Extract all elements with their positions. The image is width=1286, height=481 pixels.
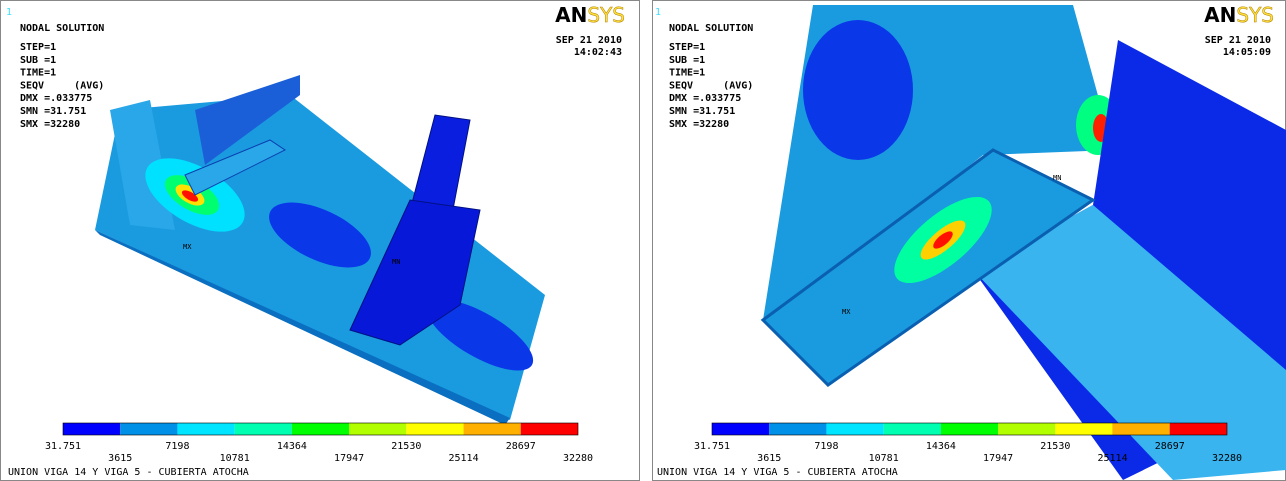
legend-swatch: [464, 423, 521, 435]
info-line: DMX =.033775: [669, 93, 741, 104]
legend-swatch: [769, 423, 826, 435]
legend-label: 25114: [1098, 453, 1128, 464]
corner-mark: 1: [655, 7, 661, 18]
legend-swatch: [521, 423, 578, 435]
date: SEP 21 2010: [556, 35, 622, 46]
info-line: TIME=1: [669, 68, 705, 79]
logo-light: SYS: [587, 3, 625, 27]
legend-label: 7198: [814, 441, 838, 452]
info-line: DMX =.033775: [20, 93, 92, 104]
legend-label: 7198: [165, 441, 189, 452]
date: SEP 21 2010: [1205, 35, 1271, 46]
legend-label: 32280: [563, 453, 593, 464]
model-label: MN: [392, 258, 400, 266]
model-label: MX: [842, 308, 851, 316]
legend-label: 10781: [220, 453, 250, 464]
info-line: SUB =1: [669, 55, 705, 66]
model-label: MX: [183, 243, 192, 251]
legend-swatch: [998, 423, 1055, 435]
legend-swatch: [826, 423, 883, 435]
logo: ANSYS: [1204, 3, 1274, 27]
legend-label: 21530: [391, 441, 421, 452]
legend-swatch: [292, 423, 349, 435]
legend-label: 28697: [1155, 441, 1185, 452]
legend-label: 21530: [1040, 441, 1070, 452]
legend-label: 3615: [108, 453, 132, 464]
logo-bold: AN: [1204, 3, 1236, 27]
result-title: NODAL SOLUTION: [669, 23, 753, 34]
legend-label: 14364: [926, 441, 956, 452]
model-label: MN: [1053, 174, 1061, 182]
legend-swatch: [1055, 423, 1112, 435]
logo: ANSYS: [555, 3, 625, 27]
legend-label: 32280: [1212, 453, 1242, 464]
legend-swatch: [941, 423, 998, 435]
logo-light: SYS: [1236, 3, 1274, 27]
legend-swatch: [884, 423, 941, 435]
info-line: SMN =31.751: [20, 106, 86, 117]
legend-swatch: [177, 423, 234, 435]
legend-label: 31.751: [694, 441, 730, 452]
info-line: TIME=1: [20, 68, 56, 79]
info-line: SMX =32280: [20, 119, 80, 130]
legend-label: 17947: [334, 453, 364, 464]
logo-bold: AN: [555, 3, 587, 27]
caption: UNION VIGA 14 Y VIGA 5 - CUBIERTA ATOCHA: [657, 467, 898, 478]
legend-swatch: [406, 423, 463, 435]
time: 14:02:43: [574, 47, 622, 58]
legend-swatch: [235, 423, 292, 435]
legend-label: 25114: [449, 453, 479, 464]
info-line: STEP=1: [20, 42, 56, 53]
corner-mark: 1: [6, 7, 12, 18]
time: 14:05:09: [1223, 47, 1271, 58]
info-line: SEQV (AVG): [20, 80, 104, 91]
info-line: SUB =1: [20, 55, 56, 66]
legend-swatch: [349, 423, 406, 435]
legend-label: 3615: [757, 453, 781, 464]
info-line: STEP=1: [669, 42, 705, 53]
info-line: SEQV (AVG): [669, 80, 753, 91]
result-title: NODAL SOLUTION: [20, 23, 104, 34]
legend-label: 17947: [983, 453, 1013, 464]
legend-swatch: [1113, 423, 1170, 435]
legend-swatch: [1170, 423, 1227, 435]
legend-label: 28697: [506, 441, 536, 452]
screenshot: 1NODAL SOLUTIONSTEP=1SUB =1TIME=1SEQV (A…: [0, 0, 1286, 481]
legend-swatch: [712, 423, 769, 435]
info-line: SMN =31.751: [669, 106, 735, 117]
legend-label: 31.751: [45, 441, 81, 452]
caption: UNION VIGA 14 Y VIGA 5 - CUBIERTA ATOCHA: [8, 467, 249, 478]
legend-swatch: [120, 423, 177, 435]
info-line: SMX =32280: [669, 119, 729, 130]
legend-swatch: [63, 423, 120, 435]
legend-label: 10781: [869, 453, 899, 464]
legend-label: 14364: [277, 441, 307, 452]
